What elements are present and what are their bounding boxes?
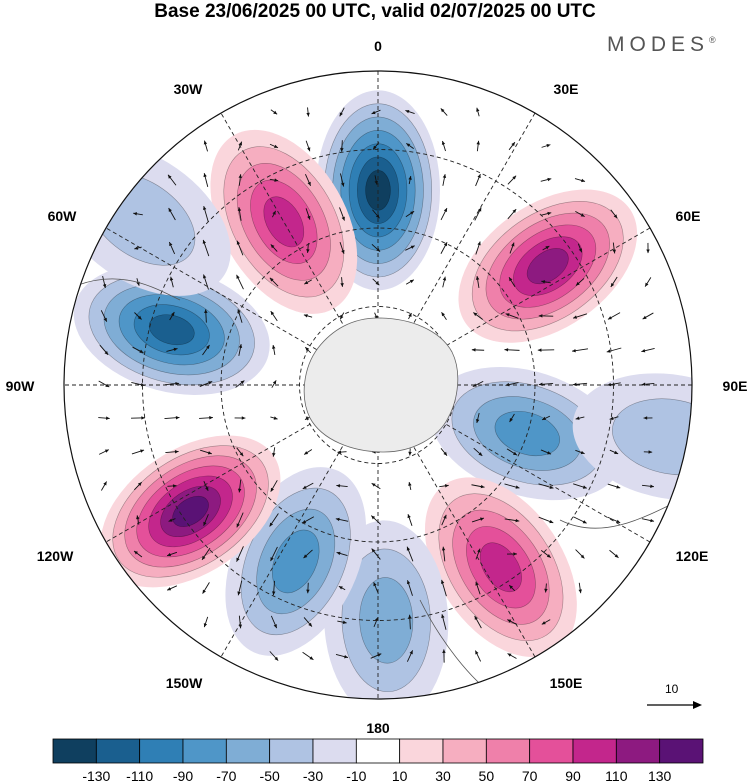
colorbar <box>52 738 704 764</box>
colorbar-tick-label: -50 <box>260 768 280 784</box>
colorbar-tick-label: 50 <box>479 768 495 784</box>
colorbar-swatch <box>53 739 96 763</box>
lon-label-120e: 120E <box>676 548 709 564</box>
lon-label-90e: 90E <box>723 378 748 394</box>
lon-label-60w: 60W <box>48 208 77 224</box>
lon-label-30e: 30E <box>554 81 579 97</box>
colorbar-swatch <box>443 739 486 763</box>
colorbar-swatch <box>573 739 616 763</box>
colorbar-tick-label: -130 <box>82 768 110 784</box>
colorbar-tick-label: 70 <box>522 768 538 784</box>
colorbar-swatch <box>616 739 659 763</box>
lon-label-150w: 150W <box>166 675 203 691</box>
colorbar-swatch <box>400 739 443 763</box>
colorbar-tick-label: 10 <box>392 768 408 784</box>
antarctica-landmass <box>304 318 458 452</box>
colorbar-swatch <box>660 739 703 763</box>
colorbar-swatch <box>183 739 226 763</box>
lon-label-90w: 90W <box>6 378 35 394</box>
colorbar-tick-label: 90 <box>565 768 581 784</box>
lon-label-180: 180 <box>366 720 389 736</box>
lon-label-60e: 60E <box>676 208 701 224</box>
lon-label-30w: 30W <box>174 81 203 97</box>
colorbar-swatch <box>140 739 183 763</box>
colorbar-swatch <box>96 739 139 763</box>
colorbar-tick-label: 110 <box>605 768 627 784</box>
colorbar-swatch <box>270 739 313 763</box>
colorbar-tick-label: -110 <box>126 768 153 784</box>
lon-label-150e: 150E <box>550 675 583 691</box>
colorbar-tick-label: 30 <box>435 768 451 784</box>
colorbar-swatch <box>530 739 573 763</box>
colorbar-tick-label: -30 <box>303 768 323 784</box>
colorbar-tick-label: -90 <box>173 768 193 784</box>
lon-label-0: 0 <box>374 38 382 54</box>
colorbar-swatch <box>356 739 399 763</box>
colorbar-swatch <box>486 739 529 763</box>
colorbar-tick-label: -10 <box>346 768 366 784</box>
reference-vector-arrow <box>645 683 705 713</box>
colorbar-swatch <box>313 739 356 763</box>
colorbar-tick-label: -70 <box>216 768 236 784</box>
colorbar-tick-label: 130 <box>648 768 671 784</box>
lon-label-120w: 120W <box>37 548 74 564</box>
colorbar-swatch <box>226 739 269 763</box>
